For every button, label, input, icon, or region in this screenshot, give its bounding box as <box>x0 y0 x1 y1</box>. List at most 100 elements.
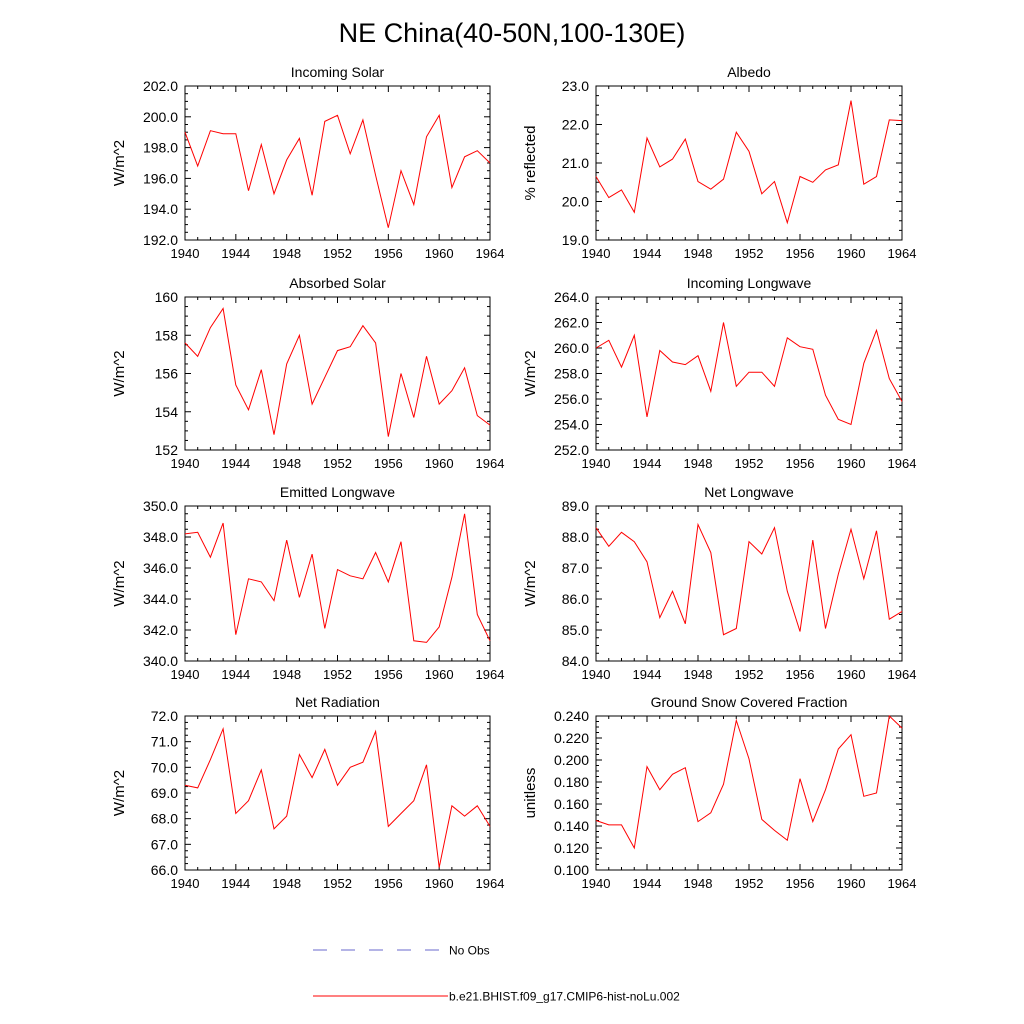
legend-label-model: b.e21.BHIST.f09_g17.CMIP6-hist-noLu.002 <box>449 990 680 1004</box>
panel-1: 1940 1944 1948 1952 1956 1960 1964 19.0 20.0 21.0… <box>522 64 916 261</box>
plot-frame <box>184 715 491 871</box>
x-tick-label: 1964 <box>476 246 505 261</box>
x-tick-label: 1948 <box>272 456 301 471</box>
plot-frame <box>595 296 903 451</box>
x-tick-label: 1944 <box>221 876 250 891</box>
panel-title: Incoming Solar <box>291 64 385 80</box>
x-tick-label: 1952 <box>735 876 764 891</box>
y-tick-label: 160 <box>155 289 179 305</box>
x-tick-label: 1952 <box>323 876 352 891</box>
y-tick-label: 342.0 <box>143 622 178 638</box>
x-tick-label: 1940 <box>582 246 611 261</box>
x-tick-label: 1952 <box>323 456 352 471</box>
x-tick-label: 1952 <box>323 667 352 682</box>
y-tick-label: 262.0 <box>554 315 589 331</box>
x-tick-label: 1956 <box>786 456 815 471</box>
panel-title: Ground Snow Covered Fraction <box>651 694 848 710</box>
x-tick-label: 1940 <box>582 876 611 891</box>
x-tick-label: 1940 <box>582 667 611 682</box>
y-tick-label: 19.0 <box>562 232 589 248</box>
legend: No Obs b.e21.BHIST.f09_g17.CMIP6-hist-no… <box>313 944 680 1004</box>
y-tick-label: 70.0 <box>151 759 178 775</box>
panel-title: Incoming Longwave <box>687 275 812 291</box>
y-tick-label: 196.0 <box>143 170 178 186</box>
panel-6: 1940 1944 1948 1952 1956 1960 1964 66.0 67.0 68.0… <box>111 694 504 891</box>
plot-frame <box>595 715 903 871</box>
y-tick-label: 340.0 <box>143 653 178 669</box>
x-tick-label: 1944 <box>221 246 250 261</box>
x-tick-label: 1944 <box>633 667 662 682</box>
x-tick-label: 1960 <box>837 456 866 471</box>
x-tick-label: 1964 <box>888 246 917 261</box>
y-tick-label: 87.0 <box>562 560 589 576</box>
y-axis-label: unitless <box>522 768 539 819</box>
y-axis-label: W/m^2 <box>111 770 128 816</box>
x-tick-label: 1944 <box>221 667 250 682</box>
x-tick-label: 1960 <box>425 876 454 891</box>
y-tick-label: 23.0 <box>562 78 589 94</box>
x-tick-label: 1940 <box>171 246 200 261</box>
series-line <box>184 726 491 868</box>
y-tick-label: 154 <box>155 404 179 420</box>
y-tick-label: 350.0 <box>143 498 178 514</box>
figure-title: NE China(40-50N,100-130E) <box>339 18 686 48</box>
x-tick-label: 1964 <box>476 456 505 471</box>
y-tick-label: 348.0 <box>143 529 178 545</box>
x-tick-label: 1956 <box>374 667 403 682</box>
series-line <box>184 513 491 643</box>
x-tick-label: 1952 <box>323 246 352 261</box>
y-tick-label: 264.0 <box>554 289 589 305</box>
x-tick-label: 1960 <box>425 456 454 471</box>
panel-3: 1940 1944 1948 1952 1956 1960 1964 252.0 254.0 25… <box>522 275 916 471</box>
y-tick-label: 69.0 <box>151 785 178 801</box>
series-line <box>184 307 491 437</box>
y-tick-label: 152 <box>155 442 179 458</box>
y-tick-label: 200.0 <box>143 109 178 125</box>
series-line <box>595 322 903 426</box>
x-tick-label: 1944 <box>633 246 662 261</box>
y-tick-label: 202.0 <box>143 78 178 94</box>
y-axis-label: W/m^2 <box>111 560 128 606</box>
x-tick-label: 1948 <box>684 456 713 471</box>
legend-label-no-obs: No Obs <box>449 944 490 958</box>
y-tick-label: 22.0 <box>562 117 589 133</box>
y-tick-label: 344.0 <box>143 591 178 607</box>
y-tick-label: 67.0 <box>151 836 178 852</box>
plot-frame <box>595 505 903 662</box>
panel-2: 1940 1944 1948 1952 1956 1960 1964 152 154 156 158… <box>111 275 504 471</box>
panel-7: 1940 1944 1948 1952 1956 1960 1964 0.100 0.120 0.… <box>522 694 916 891</box>
series-line <box>595 714 903 850</box>
y-tick-label: 0.240 <box>554 708 589 724</box>
plot-frame <box>184 85 491 241</box>
y-tick-label: 85.0 <box>562 622 589 638</box>
x-tick-label: 1964 <box>888 456 917 471</box>
x-tick-label: 1964 <box>476 876 505 891</box>
x-tick-label: 1960 <box>425 246 454 261</box>
y-tick-label: 0.140 <box>554 818 589 834</box>
series-line <box>595 100 903 225</box>
series-line <box>595 522 903 636</box>
plot-frame <box>595 85 903 241</box>
y-tick-label: 258.0 <box>554 366 589 382</box>
x-tick-label: 1956 <box>374 246 403 261</box>
x-tick-label: 1960 <box>425 667 454 682</box>
x-tick-label: 1964 <box>476 667 505 682</box>
y-tick-label: 0.180 <box>554 774 589 790</box>
x-tick-label: 1948 <box>272 246 301 261</box>
plot-frame <box>184 296 491 451</box>
y-tick-label: 88.0 <box>562 529 589 545</box>
y-tick-label: 156 <box>155 366 179 382</box>
y-tick-label: 89.0 <box>562 498 589 514</box>
y-tick-label: 192.0 <box>143 232 178 248</box>
y-tick-label: 71.0 <box>151 734 178 750</box>
y-tick-label: 0.220 <box>554 730 589 746</box>
panel-title: Net Longwave <box>704 484 794 500</box>
y-tick-label: 72.0 <box>151 708 178 724</box>
x-tick-label: 1960 <box>837 876 866 891</box>
y-tick-label: 0.100 <box>554 862 589 878</box>
y-tick-label: 252.0 <box>554 442 589 458</box>
x-tick-label: 1956 <box>374 456 403 471</box>
x-tick-label: 1944 <box>221 456 250 471</box>
x-tick-label: 1940 <box>582 456 611 471</box>
